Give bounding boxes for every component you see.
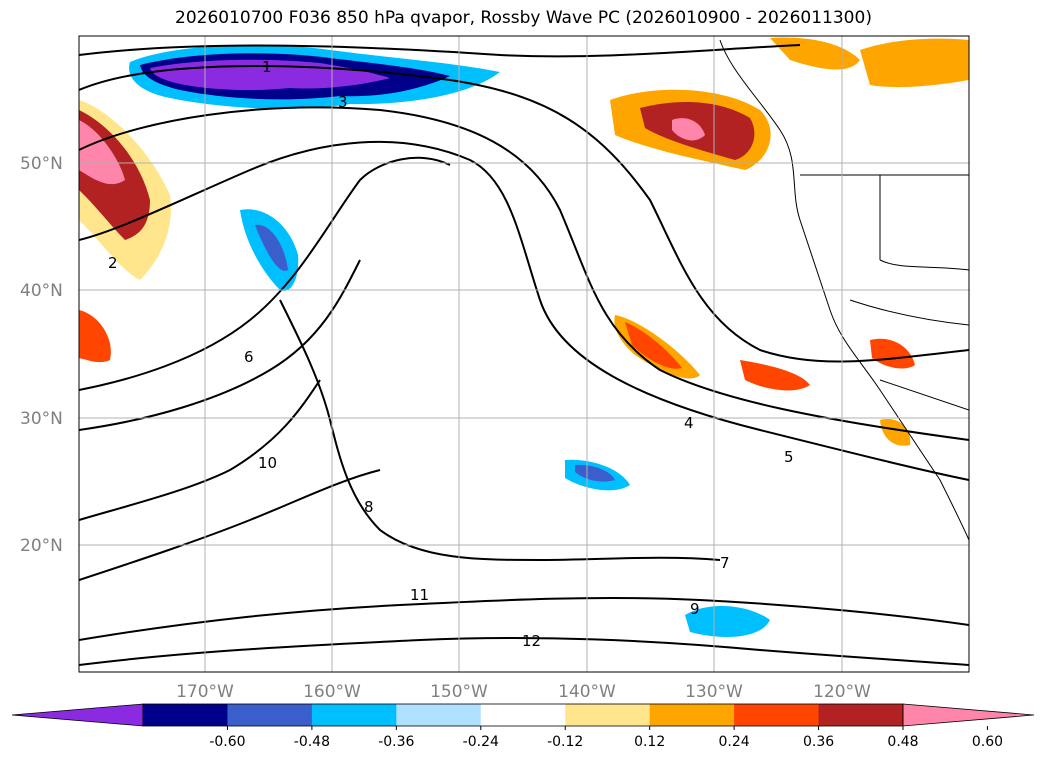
positive-anomaly-nw-peak	[79, 120, 125, 185]
contour-label: 12	[522, 632, 541, 650]
colorbar-tick-label: 0.60	[972, 734, 1003, 750]
colorbar-extend-high	[902, 703, 1035, 727]
contour-label: 8	[364, 498, 374, 516]
colorbar-segment	[227, 704, 313, 726]
contour-label: 3	[338, 93, 348, 111]
colorbar-segment	[143, 704, 228, 726]
colorbar-tick-label: -0.24	[463, 734, 499, 750]
colorbar-tick-label: -0.48	[294, 734, 330, 750]
lon-label-130w: 130°W	[685, 682, 743, 702]
contour-label: 1	[262, 58, 272, 76]
positive-anomaly-gulf	[870, 338, 915, 369]
contour-label: 2	[108, 254, 118, 272]
contour-label: 11	[410, 586, 429, 604]
positive-anomaly-top-right-2	[860, 38, 969, 88]
colorbar-tick-label: -0.12	[547, 734, 583, 750]
lon-label-160w: 160°W	[303, 682, 361, 702]
colorbar-segment	[565, 704, 651, 726]
positive-anomaly-south-cal	[880, 419, 911, 446]
colorbar-tick-label: -0.60	[209, 734, 245, 750]
grid-lines	[79, 36, 969, 672]
lon-label-140w: 140°W	[558, 682, 616, 702]
lat-label-30n: 30°N	[20, 409, 63, 429]
contour-label: 10	[258, 454, 277, 472]
contour-label: 7	[720, 554, 730, 572]
negative-anomaly-south	[685, 605, 770, 637]
map-content: 1 2 3 4 5 6 7 8 9 10 11 12	[79, 36, 969, 672]
colorbar-tick-label: 0.36	[803, 734, 834, 750]
lon-label-150w: 150°W	[430, 682, 488, 702]
lat-label-20n: 20°N	[20, 536, 63, 556]
colorbar-extend-low	[11, 703, 144, 727]
anomaly-shading	[79, 37, 969, 637]
contour-label: 9	[690, 600, 700, 618]
contour-label: 6	[244, 348, 254, 366]
lat-label-50n: 50°N	[20, 154, 63, 174]
map-title: 2026010700 F036 850 hPa qvapor, Rossby W…	[175, 8, 872, 28]
colorbar-border	[142, 703, 904, 727]
lon-label-170w: 170°W	[176, 682, 234, 702]
colorbar-tick-label: 0.48	[887, 734, 918, 750]
positive-anomaly-west-coast	[79, 310, 111, 363]
negative-anomaly-west-core	[255, 224, 288, 271]
colorbar-segment	[734, 704, 820, 726]
longitude-labels: 170°W 160°W 150°W 140°W 130°W 120°W	[176, 682, 871, 702]
contour-label-group: 1 2 3 4 5 6 7 8 9 10 11 12	[108, 58, 794, 650]
colorbar-segment	[649, 704, 735, 726]
coastlines	[719, 39, 969, 541]
latitude-labels: 50°N 40°N 30°N 20°N	[20, 154, 63, 556]
colorbar-segment	[818, 704, 904, 726]
contour-label: 4	[684, 414, 694, 432]
colorbar-tick-label: 0.12	[634, 734, 665, 750]
negative-anomaly-central-core	[575, 464, 615, 482]
lat-label-40n: 40°N	[20, 281, 63, 301]
map-area	[79, 36, 969, 672]
colorbar: -0.60 -0.48 -0.36 -0.24 -0.12 0.12 0.24 0.36 0.4…	[11, 703, 1035, 750]
colorbar-segment	[396, 704, 482, 726]
positive-anomaly-bc-peak	[672, 118, 705, 141]
colorbar-segment	[311, 704, 397, 726]
map-border	[78, 35, 970, 673]
colorbar-tick-label: 0.24	[719, 734, 750, 750]
lon-label-120w: 120°W	[813, 682, 871, 702]
contour-label: 5	[784, 448, 794, 466]
colorbar-segment	[480, 704, 566, 726]
positive-anomaly-mexico	[740, 360, 810, 391]
positive-anomaly-baja-core	[625, 322, 682, 369]
contour-lines	[79, 44, 969, 666]
colorbar-tick-label: -0.36	[378, 734, 414, 750]
